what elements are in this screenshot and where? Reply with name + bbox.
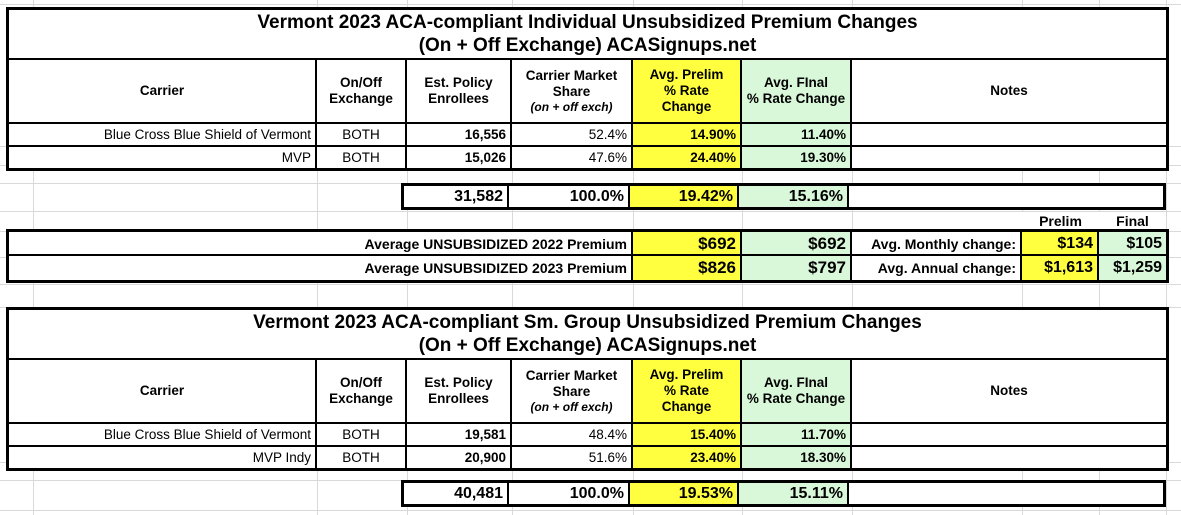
final-cell[interactable]: 19.30% [742, 147, 852, 168]
header-carrier[interactable]: Carrier [9, 60, 317, 124]
annual-change-final[interactable]: $1,259 [1099, 256, 1166, 280]
final-cell[interactable]: 11.40% [742, 124, 852, 147]
prelim-cell[interactable]: 14.90% [633, 124, 742, 147]
exchange-cell[interactable]: BOTH [317, 147, 407, 168]
individual-totals-row: 31,582 100.0% 19.42% 15.16% [401, 183, 1166, 210]
premium-2023-final[interactable]: $797 [742, 256, 852, 280]
share-cell[interactable]: 52.4% [512, 124, 633, 147]
share-cell[interactable]: 47.6% [512, 147, 633, 168]
summary-col-header-final[interactable]: Final [1099, 212, 1166, 231]
gridline [0, 4, 1181, 5]
title-line-2: (On + Off Exchange) ACASignups.net [418, 35, 757, 56]
header-market-share-label: Carrier Market Share [525, 368, 618, 399]
prelim-cell[interactable]: 15.40% [633, 424, 742, 447]
header-exchange[interactable]: On/Off Exchange [317, 60, 407, 124]
premium-2022-label[interactable]: Average UNSUBSIDIZED 2022 Premium [9, 232, 633, 256]
monthly-change-prelim[interactable]: $134 [1022, 232, 1099, 256]
total-notes-cell[interactable] [849, 483, 1163, 504]
enrollees-cell[interactable]: 19,581 [407, 424, 512, 447]
header-prelim-rate[interactable]: Avg. Prelim % Rate Change [633, 60, 742, 124]
exchange-cell[interactable]: BOTH [317, 124, 407, 147]
total-notes-cell[interactable] [849, 186, 1163, 207]
summary-col-header-prelim[interactable]: Prelim [1022, 212, 1099, 231]
total-enrollees-cell[interactable]: 31,582 [404, 186, 509, 207]
total-final-cell[interactable]: 15.11% [739, 483, 849, 504]
final-cell[interactable]: 11.70% [742, 424, 852, 447]
header-carrier[interactable]: Carrier [9, 360, 317, 424]
header-final-rate[interactable]: Avg. FInal % Rate Change [742, 360, 852, 424]
prelim-cell[interactable]: 23.40% [633, 447, 742, 468]
header-notes[interactable]: Notes [852, 60, 1166, 124]
total-share-cell[interactable]: 100.0% [509, 186, 630, 207]
title-line-2: (On + Off Exchange) ACASignups.net [418, 335, 757, 356]
total-share-cell[interactable]: 100.0% [509, 483, 630, 504]
prelim-cell[interactable]: 24.40% [633, 147, 742, 168]
individual-table-title[interactable]: Vermont 2023 ACA-compliant Individual Un… [9, 10, 1166, 60]
exchange-cell[interactable]: BOTH [317, 424, 407, 447]
premium-2023-prelim[interactable]: $826 [633, 256, 742, 280]
header-market-share[interactable]: Carrier Market Share (on + off exch) [512, 60, 633, 124]
notes-cell[interactable] [852, 124, 1166, 147]
header-market-share[interactable]: Carrier Market Share (on + off exch) [512, 360, 633, 424]
enrollees-cell[interactable]: 16,556 [407, 124, 512, 147]
total-final-cell[interactable]: 15.16% [739, 186, 849, 207]
notes-cell[interactable] [852, 424, 1166, 447]
total-prelim-cell[interactable]: 19.42% [630, 186, 739, 207]
final-cell[interactable]: 18.30% [742, 447, 852, 468]
notes-cell[interactable] [852, 447, 1166, 468]
share-cell[interactable]: 48.4% [512, 424, 633, 447]
average-premium-summary: Average UNSUBSIDIZED 2022 Premium $692 $… [6, 229, 1169, 283]
header-market-share-note: (on + off exch) [530, 400, 613, 414]
annual-change-prelim[interactable]: $1,613 [1022, 256, 1099, 280]
small-group-table-title[interactable]: Vermont 2023 ACA-compliant Sm. Group Uns… [9, 310, 1166, 360]
gridline [0, 284, 1181, 285]
carrier-cell[interactable]: MVP Indy [9, 447, 317, 468]
premium-2023-label[interactable]: Average UNSUBSIDIZED 2023 Premium [9, 256, 633, 280]
header-prelim-rate[interactable]: Avg. Prelim % Rate Change [633, 360, 742, 424]
small-group-totals-row: 40,481 100.0% 19.53% 15.11% [401, 480, 1166, 507]
title-line-1: Vermont 2023 ACA-compliant Sm. Group Uns… [253, 312, 922, 333]
header-final-rate[interactable]: Avg. FInal % Rate Change [742, 60, 852, 124]
header-exchange[interactable]: On/Off Exchange [317, 360, 407, 424]
header-enrollees[interactable]: Est. Policy Enrollees [407, 60, 512, 124]
premium-2022-prelim[interactable]: $692 [633, 232, 742, 256]
enrollees-cell[interactable]: 20,900 [407, 447, 512, 468]
carrier-cell[interactable]: MVP [9, 147, 317, 168]
title-line-1: Vermont 2023 ACA-compliant Individual Un… [257, 12, 918, 33]
gridline [0, 510, 1181, 511]
monthly-change-label[interactable]: Avg. Monthly change: [852, 232, 1022, 256]
gridline [0, 211, 1181, 212]
total-enrollees-cell[interactable]: 40,481 [404, 483, 509, 504]
header-market-share-note: (on + off exch) [530, 100, 613, 114]
individual-market-table: Vermont 2023 ACA-compliant Individual Un… [6, 7, 1169, 171]
exchange-cell[interactable]: BOTH [317, 447, 407, 468]
carrier-cell[interactable]: Blue Cross Blue Shield of Vermont [9, 424, 317, 447]
header-market-share-label: Carrier Market Share [525, 68, 618, 99]
header-enrollees[interactable]: Est. Policy Enrollees [407, 360, 512, 424]
header-notes[interactable]: Notes [852, 360, 1166, 424]
total-prelim-cell[interactable]: 19.53% [630, 483, 739, 504]
small-group-table: Vermont 2023 ACA-compliant Sm. Group Uns… [6, 307, 1169, 471]
carrier-cell[interactable]: Blue Cross Blue Shield of Vermont [9, 124, 317, 147]
enrollees-cell[interactable]: 15,026 [407, 147, 512, 168]
premium-2022-final[interactable]: $692 [742, 232, 852, 256]
notes-cell[interactable] [852, 147, 1166, 168]
monthly-change-final[interactable]: $105 [1099, 232, 1166, 256]
share-cell[interactable]: 51.6% [512, 447, 633, 468]
annual-change-label[interactable]: Avg. Annual change: [852, 256, 1022, 280]
